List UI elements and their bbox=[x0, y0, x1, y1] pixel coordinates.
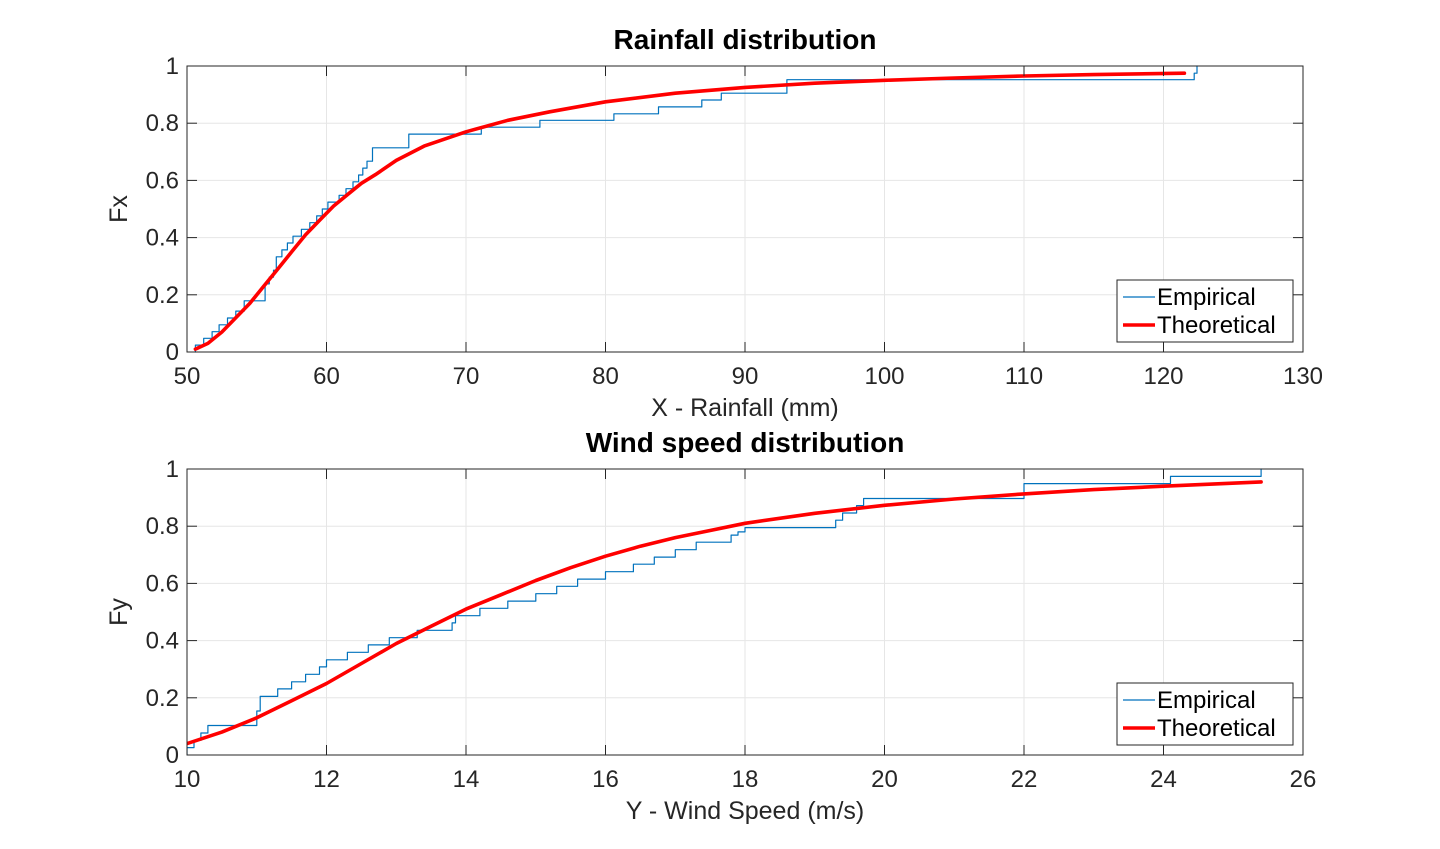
x-axis-label: Y - Wind Speed (m/s) bbox=[626, 797, 865, 825]
y-tick-label: 0.2 bbox=[146, 685, 179, 712]
series-line-theoretical bbox=[187, 480, 1263, 746]
y-tick-label: 0.8 bbox=[146, 110, 179, 137]
y-axis-label: Fy bbox=[105, 598, 133, 626]
y-axis-label: Fx bbox=[105, 195, 133, 223]
x-tick-label: 14 bbox=[453, 766, 480, 793]
x-tick-label: 22 bbox=[1011, 766, 1038, 793]
x-tick-label: 100 bbox=[864, 363, 904, 390]
legend-label-theoretical: Theoretical bbox=[1157, 312, 1276, 339]
y-tick-label: 0.8 bbox=[146, 513, 179, 540]
x-tick-label: 20 bbox=[871, 766, 898, 793]
x-tick-label: 130 bbox=[1283, 363, 1323, 390]
y-tick-label: 1 bbox=[166, 53, 179, 80]
y-tick-label: 0.2 bbox=[146, 282, 179, 309]
y-tick-label: 1 bbox=[166, 456, 179, 483]
y-tick-label: 0 bbox=[166, 339, 179, 366]
series-group bbox=[193, 65, 1198, 353]
legend-label-theoretical: Theoretical bbox=[1157, 715, 1276, 742]
y-tick-label: 0 bbox=[166, 742, 179, 769]
x-tick-label: 26 bbox=[1290, 766, 1317, 793]
x-tick-label: 50 bbox=[174, 363, 201, 390]
chart-title: Wind speed distribution bbox=[586, 427, 905, 458]
x-tick-label: 120 bbox=[1143, 363, 1183, 390]
legend-box bbox=[1116, 682, 1294, 746]
x-tick-label: 60 bbox=[313, 363, 340, 390]
chart-panel-2: 10 12 14 16 18 20 22 24 26 0 0.2 0.4 0.6 0.8 1 Wind spe… bbox=[105, 427, 1316, 825]
series-line-empirical bbox=[187, 468, 1262, 756]
y-tick-label: 0.4 bbox=[146, 628, 179, 655]
x-tick-label: 12 bbox=[313, 766, 340, 793]
x-tick-label: 24 bbox=[1150, 766, 1177, 793]
x-tick-label: 70 bbox=[453, 363, 480, 390]
y-tick-label: 0.6 bbox=[146, 570, 179, 597]
chart-title: Rainfall distribution bbox=[614, 24, 877, 55]
chart-panel-1: 50 60 70 80 90 100 110 120 130 0 0.2 0.4 0.6 0.8 1 Rain… bbox=[105, 24, 1323, 422]
x-tick-label: 10 bbox=[174, 766, 201, 793]
x-tick-label: 90 bbox=[732, 363, 759, 390]
series-line-theoretical bbox=[193, 71, 1187, 351]
y-tick-label: 0.4 bbox=[146, 225, 179, 252]
legend-label-empirical: Empirical bbox=[1157, 284, 1256, 311]
legend-label-empirical: Empirical bbox=[1157, 687, 1256, 714]
series-group bbox=[187, 468, 1263, 756]
legend-box bbox=[1116, 279, 1294, 343]
x-axis-label: X - Rainfall (mm) bbox=[651, 394, 839, 422]
x-tick-label: 110 bbox=[1005, 363, 1043, 390]
x-tick-label: 80 bbox=[592, 363, 619, 390]
y-tick-label: 0.6 bbox=[146, 167, 179, 194]
x-tick-label: 18 bbox=[732, 766, 759, 793]
x-tick-label: 16 bbox=[592, 766, 619, 793]
